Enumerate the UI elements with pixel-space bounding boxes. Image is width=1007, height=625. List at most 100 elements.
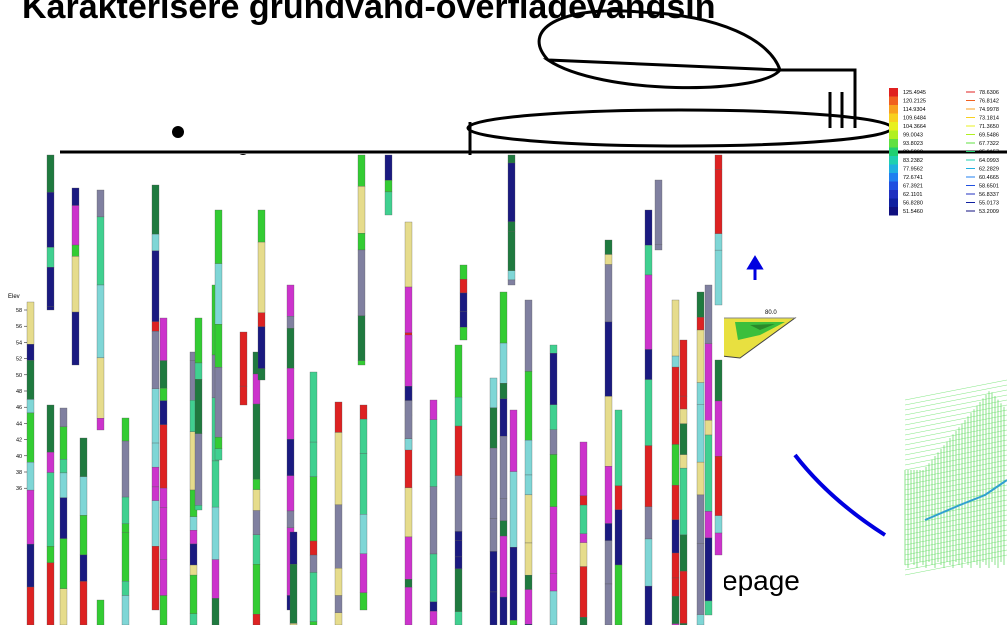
legend-label: 71.3650 [979,124,999,130]
borehole-segment [580,567,587,618]
legend-label: 120.2125 [903,99,926,105]
axis-tick-label: 54 [16,340,22,346]
borehole-segment [510,410,517,472]
borehole-segment [525,575,532,589]
borehole-segment [215,210,222,264]
legend-swatch [889,105,898,114]
legend-label: 104.3664 [903,124,926,130]
borehole-segment [27,490,34,544]
3d-mesh [905,380,1007,575]
borehole-segment [360,593,367,610]
borehole-segment [490,518,497,551]
borehole-segment [60,459,67,473]
borehole-segment [672,485,679,519]
borehole-segment [680,340,687,396]
borehole-segment [358,233,365,250]
borehole-segment [97,190,104,217]
borehole-segment [97,600,104,625]
borehole-segment [405,439,412,450]
borehole-segment [430,487,437,554]
borehole-segment [122,418,129,441]
legend-label: 55.0173 [979,201,999,207]
borehole-segment [360,405,367,419]
axis-label: Elev [8,294,20,300]
legend-label: 67.7322 [979,141,999,147]
borehole-segment [550,574,557,591]
borehole-segment [715,456,722,515]
borehole-segment [605,541,612,584]
borehole-segment [80,477,87,516]
borehole-segment [190,614,197,625]
borehole-segment [455,540,462,557]
borehole-segment [258,210,265,242]
borehole-segment [290,564,297,623]
borehole-segment [645,446,652,507]
legend-label: 65.9157 [979,150,999,156]
borehole-segment [705,601,712,615]
borehole-segment [212,560,219,599]
borehole-segment [580,496,587,505]
borehole-segment [697,330,704,383]
borehole-segment [310,541,317,555]
section-label: 80.0 [765,310,777,316]
borehole-segment [697,462,704,495]
borehole-segment [508,155,515,163]
borehole-segment [358,250,365,316]
borehole-segment [508,232,515,271]
legend-swatch [889,131,898,140]
legend-heads: 125.4945120.2125114.9304109.6484104.3664… [889,88,926,216]
borehole-segment [430,602,437,611]
legend-label: 67.3921 [903,184,923,190]
borehole-segment [510,547,517,620]
borehole-segment [550,591,557,625]
borehole-segment [190,544,197,565]
legend-swatch [889,122,898,131]
borehole-segment [525,371,532,440]
borehole-segment [715,250,722,305]
borehole-segment [335,505,342,568]
borehole-segment [240,332,247,386]
borehole-segment [60,498,67,539]
borehole-segment [152,322,159,332]
borehole-segment [287,316,294,328]
borehole-segment [705,420,712,435]
borehole-segment [97,358,104,418]
borehole-segment [290,532,297,564]
borehole-segment [27,413,34,462]
borehole-segment [490,592,497,625]
axis-tick-label: 42 [16,438,22,444]
legend-label: 62.1101 [903,192,922,198]
borehole-segment [697,383,704,405]
borehole-segment [510,620,517,625]
bullet [172,126,184,138]
borehole-segment [680,396,687,409]
borehole-segment [72,256,79,312]
borehole-segment [27,344,34,360]
borehole-segment [672,553,679,578]
slide-canvas: Karakterisere grundvand-overfladevandsin… [0,0,1007,625]
borehole-segment [47,546,54,562]
borehole-segment [490,378,497,408]
borehole-segment [672,367,679,444]
borehole-segment [430,420,437,487]
borehole-segment [645,210,652,245]
borehole-segment [195,363,202,379]
borehole-segment [122,524,129,532]
borehole-segment [645,539,652,586]
borehole-segment [405,537,412,579]
legend-label: 62.2829 [979,167,999,173]
borehole-segment [525,440,532,475]
borehole-segment [490,408,497,448]
borehole-segment [215,449,222,460]
borehole-segment [160,488,167,508]
borehole-segment [195,379,202,433]
borehole-segment [697,404,704,462]
borehole-segment [500,383,507,398]
borehole-segment [705,435,712,511]
borehole-segment [405,401,412,439]
borehole-segment [190,517,197,530]
borehole-segment [405,587,412,625]
borehole-segment [615,565,622,625]
borehole-segment [215,264,222,325]
axis-tick-label: 48 [16,389,22,395]
